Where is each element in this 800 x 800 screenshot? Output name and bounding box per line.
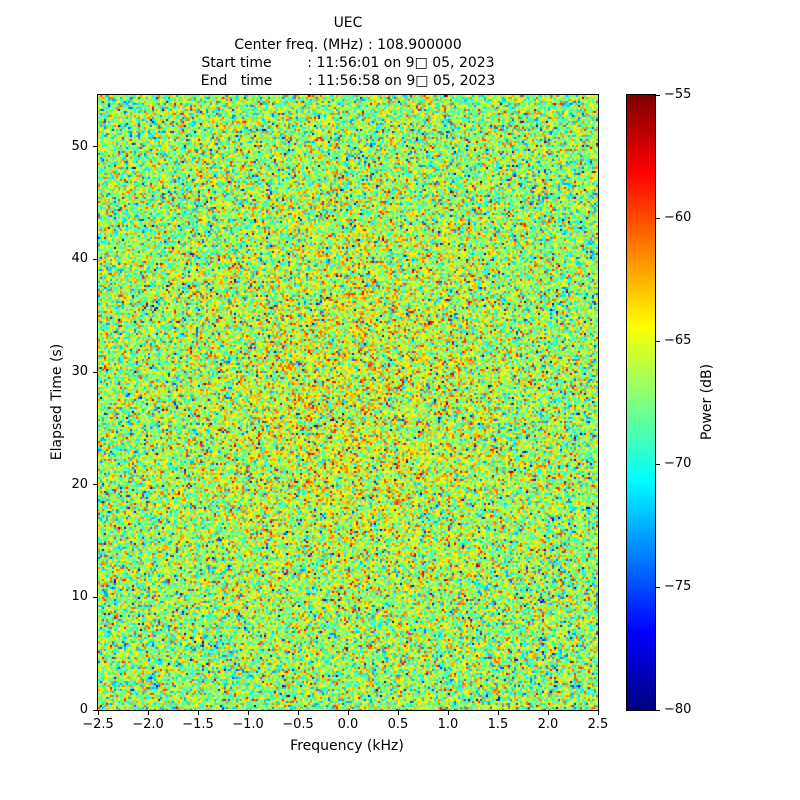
colorbar: [626, 94, 656, 711]
colorbar-tick: [656, 341, 660, 342]
x-tick-label: 0.0: [323, 717, 373, 733]
x-tick: [248, 711, 249, 715]
y-tick: [93, 597, 97, 598]
x-tick: [498, 711, 499, 715]
plot-area: [97, 94, 599, 711]
colorbar-tick-label: −80: [664, 702, 704, 718]
x-tick: [448, 711, 449, 715]
chart-header: UEC Center freq. (MHz) : 108.900000 Star…: [97, 13, 599, 90]
y-tick-label: 0: [56, 702, 88, 718]
x-tick-label: −2.0: [123, 717, 173, 733]
colorbar-label: Power (dB): [699, 364, 715, 440]
y-tick-label: 20: [56, 477, 88, 493]
colorbar-tick-label: −75: [664, 579, 704, 595]
chart-title: UEC: [97, 13, 599, 33]
x-tick-label: 2.0: [523, 717, 573, 733]
colorbar-tick: [656, 464, 660, 465]
x-tick: [598, 711, 599, 715]
x-tick-label: −1.5: [173, 717, 223, 733]
colorbar-tick: [656, 218, 660, 219]
x-tick-label: 1.0: [423, 717, 473, 733]
x-tick-label: −2.5: [73, 717, 123, 733]
colorbar-tick-label: −70: [664, 456, 704, 472]
y-tick: [93, 259, 97, 260]
colorbar-tick: [656, 710, 660, 711]
y-tick: [93, 372, 97, 373]
y-tick: [93, 710, 97, 711]
x-tick: [548, 711, 549, 715]
y-tick-label: 10: [56, 589, 88, 605]
y-tick-label: 40: [56, 251, 88, 267]
end-time-line: End time : 11:56:58 on 9□ 05, 2023: [97, 72, 599, 90]
x-tick: [298, 711, 299, 715]
colorbar-tick-label: −60: [664, 210, 704, 226]
y-tick-label: 30: [56, 364, 88, 380]
x-tick-label: 1.5: [473, 717, 523, 733]
spectrogram-canvas: [98, 95, 598, 710]
y-tick: [93, 146, 97, 147]
colorbar-tick-label: −55: [664, 87, 704, 103]
colorbar-tick-label: −65: [664, 333, 704, 349]
figure: UEC Center freq. (MHz) : 108.900000 Star…: [0, 0, 800, 800]
y-tick-label: 50: [56, 139, 88, 155]
x-tick: [148, 711, 149, 715]
colorbar-tick: [656, 95, 660, 96]
x-tick: [348, 711, 349, 715]
x-tick: [98, 711, 99, 715]
y-axis-label: Elapsed Time (s): [49, 344, 65, 460]
colorbar-tick: [656, 587, 660, 588]
center-freq-line: Center freq. (MHz) : 108.900000: [97, 36, 599, 54]
colorbar-canvas: [627, 95, 655, 710]
y-tick: [93, 484, 97, 485]
x-tick-label: 2.5: [573, 717, 623, 733]
x-tick-label: 0.5: [373, 717, 423, 733]
x-tick: [398, 711, 399, 715]
x-tick: [198, 711, 199, 715]
x-tick-label: −0.5: [273, 717, 323, 733]
start-time-line: Start time : 11:56:01 on 9□ 05, 2023: [97, 54, 599, 72]
x-tick-label: −1.0: [223, 717, 273, 733]
x-axis-label: Frequency (kHz): [290, 738, 404, 754]
